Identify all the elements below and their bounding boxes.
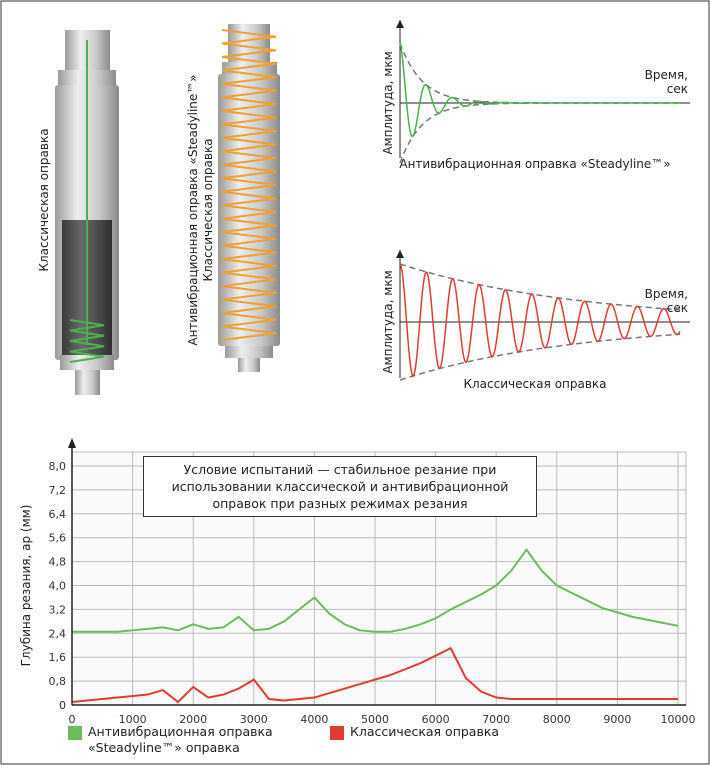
y-tick-label: 2,4 <box>49 627 67 640</box>
y-axis-label: Амплитуда, мкм <box>381 270 395 373</box>
legend-text: Классическая оправка <box>350 724 580 740</box>
steadyline-sublabel: Классическая оправка <box>201 138 215 281</box>
envelope <box>400 103 680 163</box>
classic-label: Классическая оправка <box>37 128 51 271</box>
chart-caption: Антивибрационная оправка «Steadyline™» <box>399 157 670 171</box>
y-tick-label: 8,0 <box>49 460 67 473</box>
y-axis-label: Глубина резания, ар (мм) <box>19 505 33 667</box>
chart-caption: Классическая оправка <box>463 377 606 391</box>
y-tick-label: 3,2 <box>49 603 67 616</box>
figure: Классическая оправка Антивибрационная оп… <box>0 0 710 765</box>
legend-swatch <box>68 726 82 740</box>
x-tick-label: 10000 <box>661 713 696 726</box>
legend-text: Антивибрационная оправка «Steadyline™» о… <box>88 724 298 756</box>
legend-item: Классическая оправка <box>330 724 580 740</box>
legend-swatch <box>330 726 344 740</box>
y-tick-label: 4,0 <box>49 580 67 593</box>
x-axis-label: сек <box>667 82 688 96</box>
annotation: Условие испытаний — стабильное резание п… <box>143 456 537 517</box>
legend-item: Антивибрационная оправка «Steadyline™» о… <box>68 724 298 756</box>
y-tick-label: 1,6 <box>49 651 67 664</box>
envelope <box>400 264 680 310</box>
steadyline-label: Антивибрационная оправка «Steadyline™» <box>186 74 200 345</box>
y-tick-label: 0,8 <box>49 675 67 688</box>
x-tick-label: 4000 <box>300 713 328 726</box>
page: Классическая оправка Антивибрационная оп… <box>0 0 710 765</box>
oscillation <box>400 264 680 376</box>
arrow <box>396 250 404 258</box>
y-tick-label: 4,8 <box>49 556 67 569</box>
x-tick-label: 9000 <box>603 713 631 726</box>
y-tick-label: 0 <box>59 699 66 712</box>
y-axis-label: Амплитуда, мкм <box>381 51 395 154</box>
y-tick-label: 7,2 <box>49 484 67 497</box>
y-tick-label: 6,4 <box>49 508 67 521</box>
x-axis-label: Время, <box>645 68 688 82</box>
x-axis-label: Время, <box>645 287 688 301</box>
envelope <box>400 43 680 103</box>
arrow <box>396 20 404 28</box>
x-axis-label: сек <box>667 301 688 315</box>
oscillation <box>400 43 680 136</box>
y-tick-label: 5,6 <box>49 532 67 545</box>
